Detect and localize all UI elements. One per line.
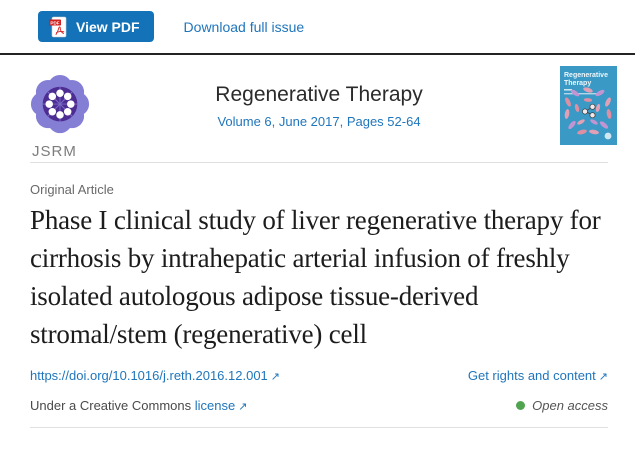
doi-rights-row: https://doi.org/10.1016/j.reth.2016.12.0…	[30, 368, 608, 383]
license-access-row: Under a Creative Commons license ↗ Open a…	[30, 398, 608, 413]
article-title: Phase I clinical study of liver regenera…	[30, 205, 601, 349]
journal-title-link[interactable]: Regenerative Therapy	[215, 83, 423, 106]
license-statement: Under a Creative Commons license ↗	[30, 398, 247, 413]
view-pdf-label: View PDF	[76, 18, 140, 35]
jsrm-flower-icon	[30, 75, 90, 141]
license-link[interactable]: license ↗	[195, 398, 248, 413]
external-link-icon: ↗	[598, 371, 608, 383]
pdf-icon: PDF	[48, 16, 68, 38]
article-info: Original Article Phase I clinical study …	[0, 182, 635, 413]
open-access-indicator: Open access	[516, 398, 608, 413]
pdf-badge-label: PDF	[50, 20, 59, 25]
download-full-issue-link[interactable]: Download full issue	[183, 18, 305, 35]
get-rights-text: Get rights and content	[467, 368, 596, 383]
journal-banner: JSRM Regenerative Therapy Volume 6, June…	[30, 55, 617, 163]
issue-link[interactable]: Volume 6, June 2017, Pages 52-64	[217, 114, 421, 129]
open-access-label: Open access	[532, 398, 608, 413]
doi-text: https://doi.org/10.1016/j.reth.2016.12.0…	[30, 368, 268, 383]
cover-title-line2: Therapy	[564, 80, 591, 87]
get-rights-link[interactable]: Get rights and content ↗	[468, 368, 608, 383]
journal-heading: Regenerative Therapy Volume 6, June 2017…	[215, 83, 422, 129]
cover-cell-pills	[564, 87, 612, 135]
jsrm-logo[interactable]: JSRM	[30, 73, 92, 160]
journal-cover-thumbnail[interactable]: Regenerative Therapy	[560, 66, 617, 145]
license-prefix-text: Under a Creative Commons	[30, 398, 192, 413]
open-access-dot-icon	[516, 401, 526, 410]
jsrm-logo-label: JSRM	[32, 143, 77, 160]
doi-link[interactable]: https://doi.org/10.1016/j.reth.2016.12.0…	[30, 368, 280, 383]
external-link-icon: ↗	[238, 401, 248, 413]
external-link-icon: ↗	[270, 371, 281, 383]
article-type-label: Original Article	[30, 182, 114, 197]
toolbar: PDF View PDF Download full issue	[0, 0, 635, 55]
view-pdf-button[interactable]: PDF View PDF	[38, 11, 154, 42]
license-link-text: license	[194, 398, 236, 413]
cover-title-line1: Regenerative	[564, 72, 608, 79]
bottom-divider	[30, 427, 608, 428]
